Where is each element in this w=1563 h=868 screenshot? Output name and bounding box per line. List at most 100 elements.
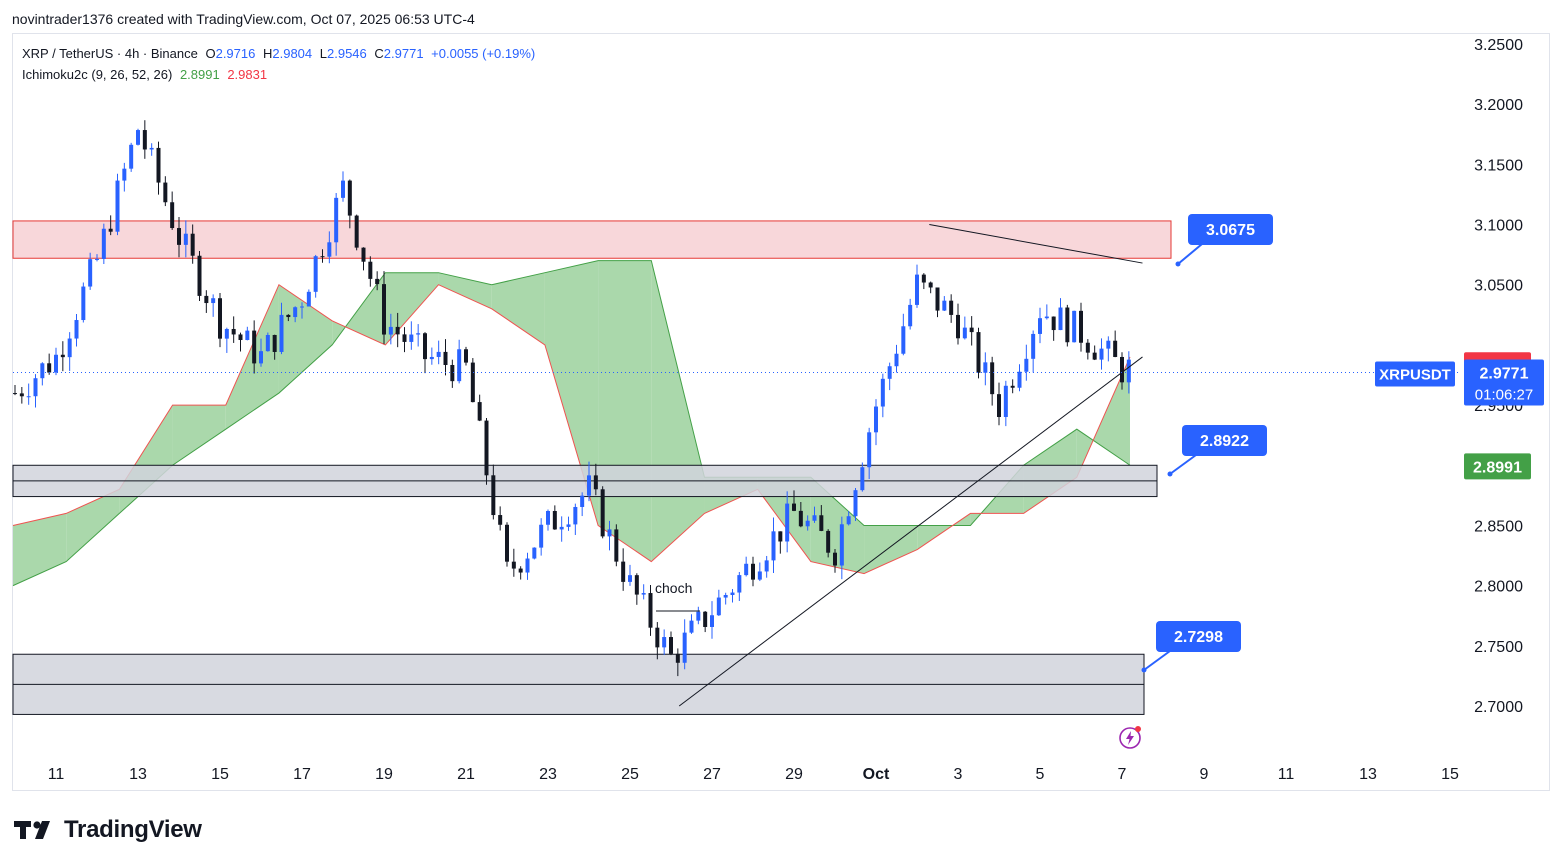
bearish-candle <box>833 548 837 573</box>
time-tick-label: 27 <box>703 766 721 783</box>
bullish-candle <box>279 302 284 355</box>
bullish-candle <box>764 555 769 578</box>
time-tick-label: 3 <box>954 766 963 783</box>
candle-body <box>778 531 783 542</box>
bearish-candle <box>751 556 755 587</box>
bullish-candle <box>183 220 188 258</box>
bullish-candle <box>1024 344 1029 381</box>
candle-body <box>436 351 441 357</box>
candle-body <box>573 506 578 525</box>
time-tick-label: 11 <box>48 766 65 783</box>
candle-body <box>525 558 530 573</box>
bullish-candle <box>880 373 885 418</box>
price-callout[interactable]: 2.8922 <box>1167 425 1268 477</box>
descending-trendline[interactable] <box>929 224 1143 264</box>
bullish-candle <box>628 564 632 586</box>
price-axis[interactable]: 3.25003.20003.15003.10003.05002.95002.85… <box>1474 37 1523 716</box>
bullish-candle <box>723 592 728 605</box>
candle-body <box>696 611 701 621</box>
candle-body <box>600 489 605 537</box>
bearish-candle <box>518 566 523 580</box>
ascending-trendline[interactable] <box>678 356 1143 707</box>
lightning-alert-icon[interactable] <box>1117 725 1143 751</box>
bullish-candle <box>559 516 564 542</box>
candle-body <box>648 593 653 628</box>
bullish-candle <box>95 254 99 262</box>
candle-body <box>26 396 31 398</box>
candle-body <box>423 333 427 360</box>
price-callouts[interactable]: 3.0675 2.8922 2.7298 <box>1141 214 1274 673</box>
price-callout[interactable]: 2.7298 <box>1141 621 1242 673</box>
candle-body <box>334 197 339 243</box>
bearish-candle <box>648 585 653 636</box>
bullish-candle <box>1044 304 1049 320</box>
price-tick-label: 3.0500 <box>1474 278 1523 295</box>
candle-body <box>867 432 872 468</box>
candle-body <box>1058 307 1063 331</box>
candle-body <box>1017 371 1022 388</box>
senkou-span-b <box>12 283 1131 575</box>
bullish-candle <box>1126 351 1131 394</box>
candle-body <box>498 515 503 525</box>
indicator-value-b: 2.9831 <box>227 67 268 82</box>
bullish-candle <box>81 282 86 323</box>
bearish-candle <box>204 290 209 313</box>
bullish-candle <box>211 294 216 317</box>
candle-body <box>245 330 250 341</box>
resistance-zone[interactable] <box>12 220 1172 259</box>
callout-box <box>1182 425 1267 456</box>
candle-body <box>880 378 885 407</box>
tradingview-logo-icon <box>14 821 50 839</box>
bullish-candle <box>710 601 714 639</box>
candle-body <box>354 215 359 248</box>
candle-body <box>115 180 120 232</box>
bearish-candle <box>238 332 243 352</box>
bullish-candle <box>915 264 919 308</box>
bullish-candle <box>245 326 250 341</box>
candle-body <box>908 304 913 327</box>
symbol-legend[interactable]: XRP / TetherUS · 4h · Binance O2.9716 H2… <box>22 46 539 61</box>
bullish-candle <box>101 223 106 265</box>
bullish-candle <box>54 347 58 376</box>
candle-body <box>136 130 140 145</box>
candle-body <box>67 338 72 358</box>
candle-body <box>976 332 981 373</box>
candle-body <box>211 298 216 304</box>
candle-body <box>969 327 974 333</box>
tradingview-logo[interactable]: TradingView <box>14 816 202 844</box>
choch-annotation[interactable]: choch <box>655 580 692 596</box>
candle-body <box>511 561 516 569</box>
price-callout[interactable]: 3.0675 <box>1175 214 1274 267</box>
bearish-candle <box>1120 352 1124 390</box>
candle-body <box>997 394 1001 418</box>
candle-body <box>95 258 99 260</box>
candle-body <box>88 259 93 287</box>
bullish-candle <box>33 374 38 408</box>
bullish-candle <box>532 547 537 560</box>
candle-body <box>703 611 708 627</box>
indicator-legend[interactable]: Ichimoku2c (9, 26, 52, 26) 2.8991 2.9831 <box>22 67 271 82</box>
time-tick-label: 7 <box>1118 766 1127 783</box>
cloud-segment <box>66 489 120 562</box>
bearish-candle <box>1010 379 1015 394</box>
close-value: 2.9771 <box>383 46 424 61</box>
time-axis[interactable]: 11 13 15 17 19 21 23 25 27 29 Oct 3 5 7 9 11 13 15 <box>48 766 1459 783</box>
candle-body <box>156 147 161 183</box>
candle-body <box>218 298 222 339</box>
bullish-candle <box>341 171 345 202</box>
callout-box <box>1156 621 1241 652</box>
bearish-candle <box>600 486 605 539</box>
bearish-candle <box>703 610 708 633</box>
bearish-candle <box>1051 316 1056 341</box>
candle-body <box>1044 316 1049 319</box>
bearish-candle <box>778 531 783 554</box>
bearish-candle <box>252 320 257 374</box>
trendlines[interactable] <box>656 224 1143 707</box>
bullish-candle <box>457 339 462 384</box>
candle-body <box>1072 310 1077 343</box>
candle-body <box>546 511 550 525</box>
candle-body <box>1003 385 1008 418</box>
candle-body <box>40 363 45 379</box>
